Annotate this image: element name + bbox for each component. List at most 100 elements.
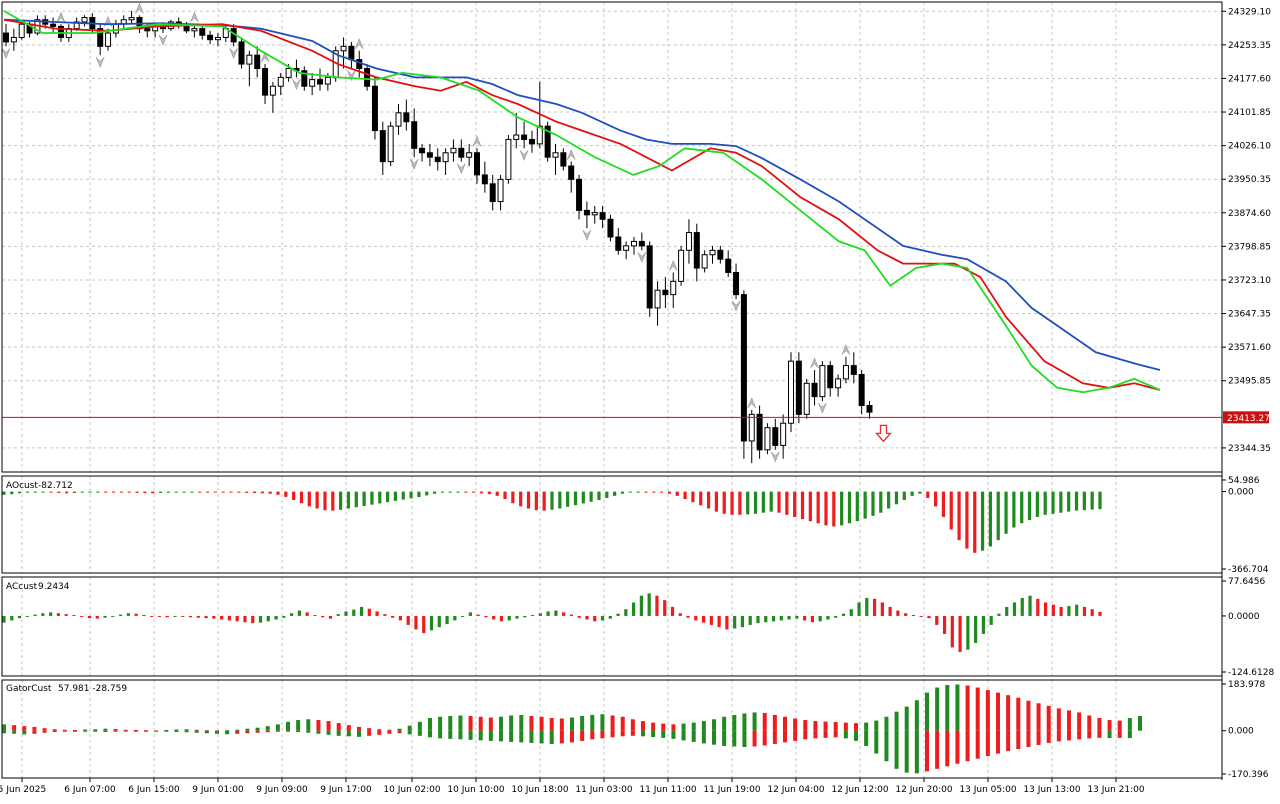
gator-lower-bar — [417, 730, 422, 736]
ac-histogram-bar — [795, 615, 799, 619]
ac-histogram-bar — [383, 614, 387, 616]
ac-histogram-bar — [476, 614, 480, 616]
ac-histogram-bar — [740, 615, 745, 628]
ao-histogram-bar — [1074, 491, 1079, 511]
ao-histogram-bar — [761, 491, 765, 513]
gator-lower-bar — [164, 730, 169, 732]
fractal-up-marker — [566, 148, 576, 160]
gator-lower-bar — [975, 730, 980, 759]
ac-value: 9.2434 — [38, 582, 70, 592]
ac-histogram-bar — [849, 609, 853, 616]
ac-histogram-bar — [251, 615, 255, 624]
gator-lower-bar — [854, 730, 858, 741]
ac-histogram-bar — [150, 615, 154, 617]
ao-histogram-bar — [10, 491, 14, 495]
ac-histogram-bar — [569, 614, 574, 616]
x-tick-label: 6 Jun 07:00 — [64, 785, 116, 795]
candle-body — [654, 289, 661, 309]
gator-lower-bar — [793, 730, 798, 741]
gator-lower-bar — [123, 730, 128, 732]
gator-upper-bar — [630, 719, 635, 731]
ac-histogram-bar — [290, 613, 294, 616]
gator-upper-bar — [83, 729, 88, 731]
ao-histogram-bar — [1051, 491, 1055, 514]
fractal-up-marker — [747, 397, 756, 409]
gator-upper-bar — [620, 716, 625, 731]
candle-body — [819, 365, 826, 398]
gator-lower-bar — [204, 730, 209, 734]
candle-body — [623, 245, 630, 251]
gator-upper-bar — [945, 685, 950, 731]
gator-lower-bar — [275, 730, 280, 732]
gator-lower-bar — [488, 730, 493, 741]
gator-upper-bar — [1046, 705, 1051, 731]
gator-upper-bar — [367, 728, 372, 731]
candle-body — [112, 23, 119, 34]
ac-histogram-bar — [966, 615, 970, 650]
main-price-panel — [1, 2, 1222, 464]
ao-histogram-bar — [722, 491, 726, 514]
gator-lower-bar — [914, 730, 919, 774]
candle-body — [583, 209, 590, 216]
ac-histogram-bar — [328, 615, 333, 619]
ac-histogram-bar — [616, 613, 620, 616]
gator-lower-bar — [1117, 730, 1122, 738]
gator-lower-bar — [1067, 730, 1071, 741]
gator-upper-bar — [671, 724, 676, 731]
ao-histogram-bar — [331, 491, 335, 511]
ac-histogram-bar — [398, 615, 403, 621]
gator-lower-bar — [458, 730, 463, 740]
candle-body — [678, 249, 685, 282]
ac-histogram-bar — [872, 598, 877, 616]
ao-histogram-bar — [503, 491, 507, 499]
candle-body — [10, 36, 17, 43]
ac-histogram-bar — [686, 615, 690, 618]
gator-upper-bar — [184, 729, 189, 731]
gator-lower-bar — [265, 730, 270, 733]
gator-lower-bar — [651, 730, 656, 738]
candle-body — [81, 17, 88, 23]
ao-histogram-bar — [980, 491, 985, 551]
candle-body — [466, 152, 473, 158]
ao-histogram-bar — [49, 491, 53, 493]
gator-lower-bar — [1016, 730, 1021, 750]
candle-body — [474, 152, 480, 176]
gator-upper-bar — [904, 706, 909, 731]
ac-histogram-bar — [997, 613, 1001, 616]
gator-upper-bar — [691, 722, 696, 731]
fractal-down-marker — [731, 300, 741, 312]
ac-histogram-bar — [453, 615, 457, 621]
gator-value: 57.981 -28.759 — [58, 684, 127, 694]
ao-histogram-bar — [252, 491, 257, 494]
gator-upper-bar — [914, 700, 919, 731]
gator-lower-bar — [377, 730, 382, 735]
ao-histogram-bar — [299, 491, 304, 504]
candle-body — [348, 45, 355, 61]
candle-body — [795, 360, 802, 415]
gator-upper-bar — [843, 722, 848, 731]
gator-lower-bar — [539, 730, 544, 744]
x-tick-label: 13 Jun 05:00 — [959, 785, 1016, 795]
candle-body — [521, 134, 528, 140]
current-price-badge — [1223, 411, 1269, 424]
candle-body — [788, 360, 794, 424]
ao-histogram-bar — [957, 491, 961, 541]
gator-lower-bar — [610, 730, 615, 738]
ac-histogram-bar — [95, 615, 99, 619]
candle-body — [497, 178, 504, 203]
candle-body — [403, 112, 410, 123]
ac-histogram-bar — [305, 612, 309, 616]
fractal-down-marker — [229, 48, 238, 60]
gator-upper-bar — [752, 712, 757, 731]
ao-y-tick-label: 0.000 — [1228, 488, 1254, 498]
ao-histogram-bar — [80, 491, 84, 493]
gator-lower-bar — [397, 730, 402, 734]
ao-histogram-bar — [816, 491, 820, 524]
ao-histogram-bar — [456, 491, 460, 493]
ao-histogram-bar — [628, 491, 632, 493]
x-tick-label: 11 Jun 19:00 — [703, 785, 760, 795]
ao-histogram-bar — [284, 491, 288, 497]
gator-lower-bar — [671, 730, 676, 739]
fractal-up-marker — [472, 135, 482, 147]
